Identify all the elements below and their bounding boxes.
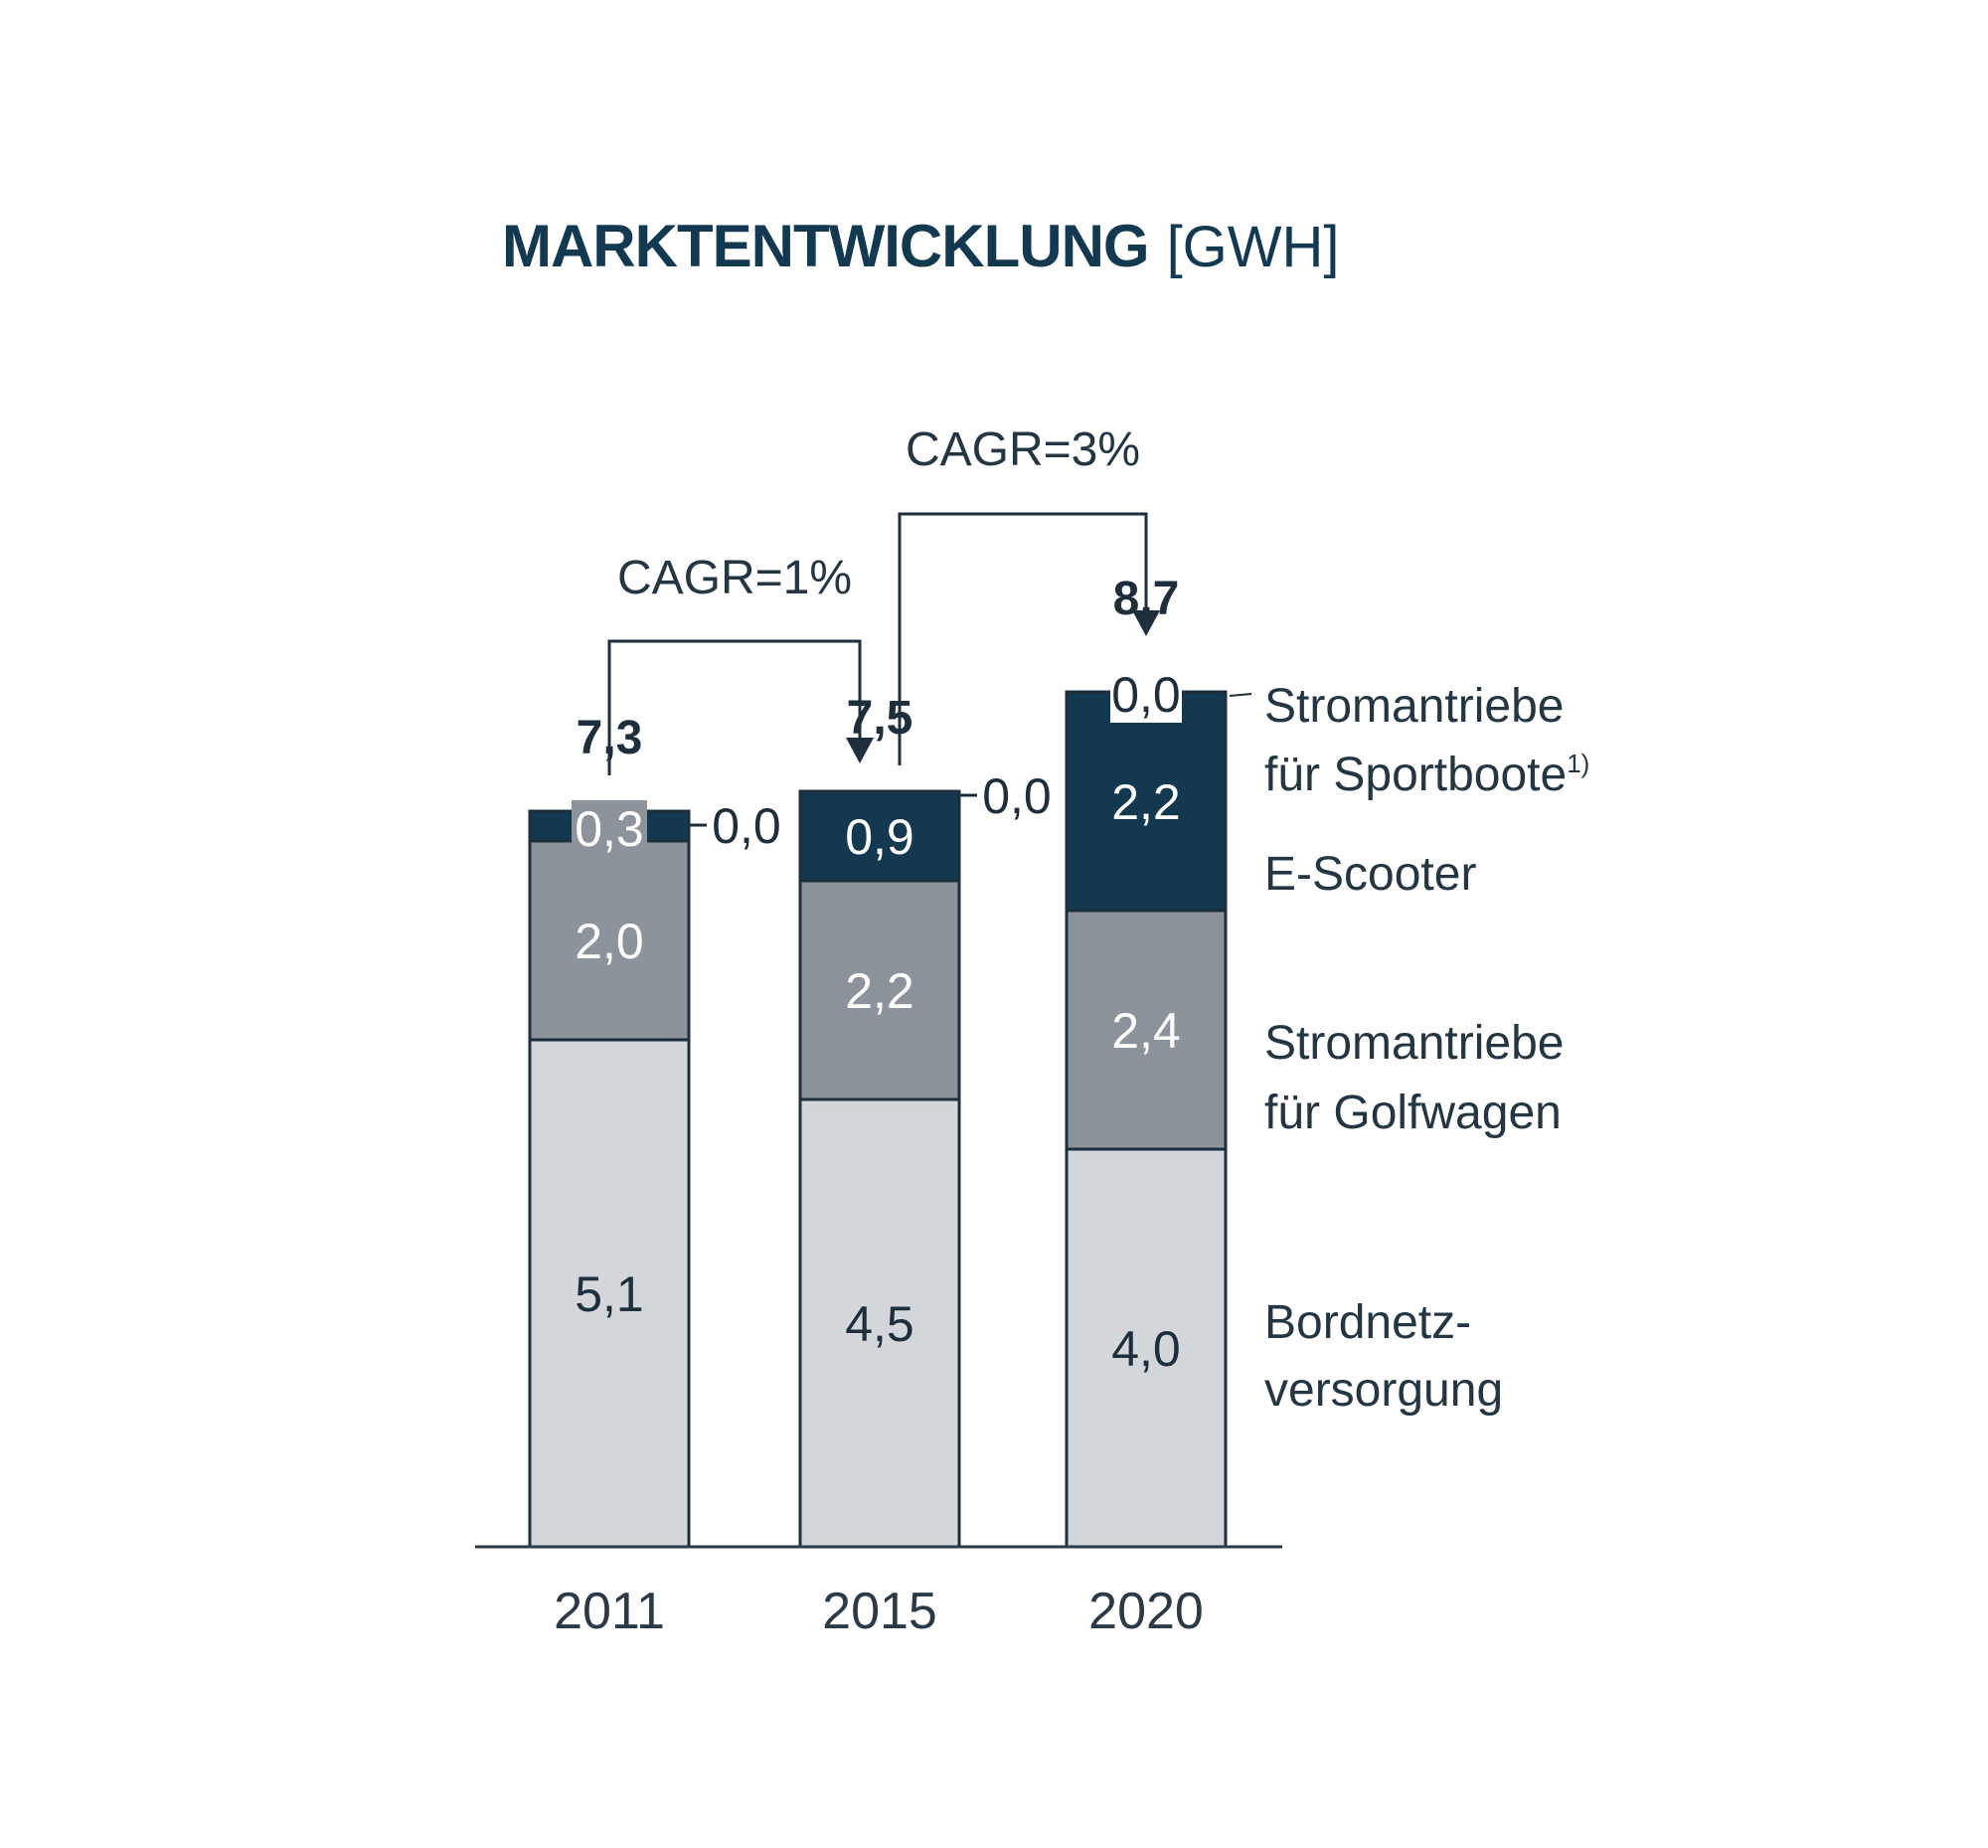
chart-title-main: MARKTENTWICKLUNG xyxy=(502,213,1149,279)
value-label: 0,0 xyxy=(1111,667,1181,723)
bar-segment xyxy=(798,1097,961,1549)
bar-segment xyxy=(1065,909,1228,1151)
bar-segment xyxy=(798,789,961,883)
bar-segment xyxy=(528,1038,691,1549)
chart-title: MARKTENTWICKLUNG [GWH] xyxy=(502,213,1340,279)
legend: Bordnetz-versorgung Stromantriebe für Golf… xyxy=(1229,680,1589,1417)
value-label: 4,5 xyxy=(845,1296,914,1352)
legend-leader-line xyxy=(1229,693,1252,697)
cagr-bracket xyxy=(607,639,862,775)
value-label: 4,0 xyxy=(1111,1321,1181,1377)
value-label: 0,9 xyxy=(845,809,914,865)
value-label: 0,3 xyxy=(575,801,644,857)
labels-layer: 20117,320157,520208,75,12,00,34,52,20,94… xyxy=(554,573,1204,1640)
bar-segment xyxy=(528,839,691,1042)
bar-segment xyxy=(1065,690,1228,913)
bar-segment xyxy=(798,879,961,1101)
cagr-bracket xyxy=(898,512,1148,765)
cagr-annotations: CAGR=1% CAGR=3% xyxy=(607,423,1160,775)
total-label: 7,5 xyxy=(847,692,913,745)
chart-title-unit: [GWH] xyxy=(1167,215,1340,279)
value-label: 5,1 xyxy=(575,1266,644,1322)
legend-label: Bordnetz- xyxy=(1264,1296,1471,1349)
legend-label: für Sportboote1) xyxy=(1264,749,1589,801)
value-label: 2,4 xyxy=(1111,1003,1181,1059)
legend-label: Stromantriebe xyxy=(1264,1017,1564,1070)
legend-label: Stromantriebe xyxy=(1264,680,1564,733)
legend-label: versorgung xyxy=(1264,1364,1503,1417)
x-tick-label: 2015 xyxy=(822,1583,937,1640)
cagr-arrowhead xyxy=(1132,610,1160,636)
legend-label: für Golfwagen xyxy=(1264,1087,1562,1139)
value-label: 2,0 xyxy=(575,914,644,969)
value-label-box xyxy=(1110,689,1182,723)
value-label: 0,0 xyxy=(712,798,781,854)
cagr-label: CAGR=3% xyxy=(906,423,1140,476)
value-label: 2,2 xyxy=(845,963,914,1019)
value-label: 2,2 xyxy=(1111,774,1181,830)
value-label: 0,0 xyxy=(982,768,1052,824)
bars-layer xyxy=(528,690,1228,1549)
cagr-label: CAGR=1% xyxy=(617,552,852,604)
x-tick-label: 2020 xyxy=(1088,1583,1204,1640)
legend-footnote: 1) xyxy=(1567,749,1589,778)
x-tick-label: 2011 xyxy=(554,1583,665,1640)
cagr-arrowhead xyxy=(846,738,874,763)
legend-label: E-Scooter xyxy=(1264,848,1476,901)
value-label-box xyxy=(572,800,647,860)
